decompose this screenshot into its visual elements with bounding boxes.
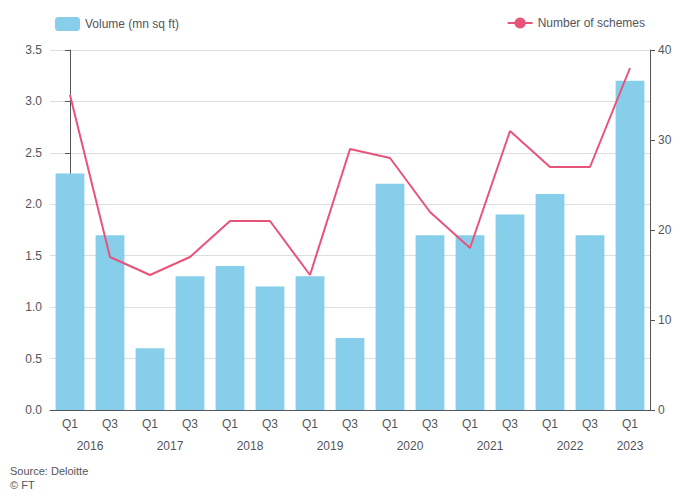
svg-text:Q1: Q1 <box>382 417 398 431</box>
svg-text:40: 40 <box>658 43 672 57</box>
svg-text:3.5: 3.5 <box>25 43 42 57</box>
svg-text:© FT: © FT <box>10 479 35 491</box>
svg-text:2020: 2020 <box>397 439 424 453</box>
svg-text:Volume (mn sq ft): Volume (mn sq ft) <box>85 17 179 31</box>
svg-text:Q3: Q3 <box>102 417 118 431</box>
svg-text:2021: 2021 <box>477 439 504 453</box>
svg-text:10: 10 <box>658 313 672 327</box>
svg-text:Q1: Q1 <box>222 417 238 431</box>
svg-text:2022: 2022 <box>557 439 584 453</box>
svg-text:1.0: 1.0 <box>25 300 42 314</box>
svg-text:Q1: Q1 <box>622 417 638 431</box>
svg-text:20: 20 <box>658 223 672 237</box>
svg-text:Number of schemes: Number of schemes <box>538 16 645 30</box>
svg-text:0: 0 <box>658 403 665 417</box>
svg-text:2019: 2019 <box>317 439 344 453</box>
svg-text:Q1: Q1 <box>62 417 78 431</box>
svg-text:Q1: Q1 <box>542 417 558 431</box>
svg-text:0.5: 0.5 <box>25 352 42 366</box>
svg-text:2.0: 2.0 <box>25 197 42 211</box>
svg-text:Q1: Q1 <box>462 417 478 431</box>
svg-text:1.5: 1.5 <box>25 249 42 263</box>
svg-text:Q3: Q3 <box>422 417 438 431</box>
svg-text:Q3: Q3 <box>502 417 518 431</box>
svg-text:30: 30 <box>658 133 672 147</box>
svg-text:2.5: 2.5 <box>25 146 42 160</box>
svg-text:Q3: Q3 <box>582 417 598 431</box>
svg-text:2018: 2018 <box>237 439 264 453</box>
svg-text:0.0: 0.0 <box>25 403 42 417</box>
svg-text:Q1: Q1 <box>302 417 318 431</box>
svg-text:Q3: Q3 <box>262 417 278 431</box>
svg-text:Q3: Q3 <box>342 417 358 431</box>
svg-text:3.0: 3.0 <box>25 94 42 108</box>
svg-text:Q3: Q3 <box>182 417 198 431</box>
svg-text:2023: 2023 <box>617 439 644 453</box>
svg-text:2017: 2017 <box>157 439 184 453</box>
svg-text:Source: Deloitte: Source: Deloitte <box>10 465 88 477</box>
svg-text:Q1: Q1 <box>142 417 158 431</box>
svg-text:2016: 2016 <box>77 439 104 453</box>
